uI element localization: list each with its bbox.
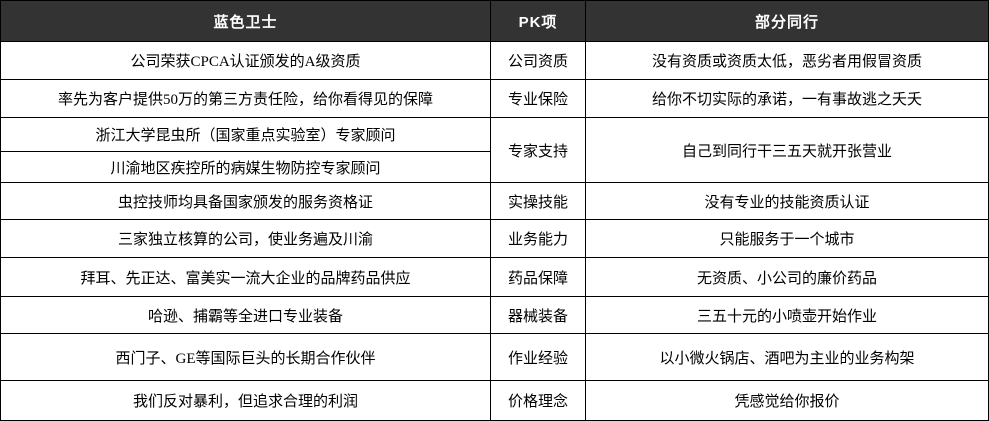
competitor-cell: 只能服务于一个城市 [585,219,989,258]
pk-cell: 实操技能 [490,182,586,220]
competitor-cell: 没有专业的技能资质认证 [585,182,989,220]
pk-cell: 价格理念 [490,380,586,421]
competitor-cell: 无资质、小公司的廉价药品 [585,257,989,297]
pk-cell: 专家支持 [490,117,586,183]
pk-cell: 器械装备 [490,296,586,334]
advantage-cell: 率先为客户提供50万的第三方责任险，给你看得见的保障 [0,79,491,118]
advantage-cell: 三家独立核算的公司，使业务遍及川渝 [0,219,491,258]
competitor-cell: 没有资质或资质太低，恶劣者用假冒资质 [585,41,989,80]
header-competitor: 部分同行 [585,0,989,42]
table-row: 浙江大学昆虫所（国家重点实验室）专家顾问 专家支持 自己到同行干三五天就开张营业 [0,117,989,183]
pk-cell: 药品保障 [490,257,586,297]
table-row: 三家独立核算的公司，使业务遍及川渝 业务能力 只能服务于一个城市 [0,219,989,258]
advantage-cell: 浙江大学昆虫所（国家重点实验室）专家顾问 [0,117,491,152]
table-row: 拜耳、先正达、富美实一流大企业的品牌药品供应 药品保障 无资质、小公司的廉价药品 [0,257,989,297]
header-company: 蓝色卫士 [0,0,491,42]
advantage-cell: 虫控技师均具备国家颁发的服务资格证 [0,182,491,220]
table-row: 哈逊、捕霸等全进口专业装备 器械装备 三五十元的小喷壶开始作业 [0,296,989,334]
table-row: 率先为客户提供50万的第三方责任险，给你看得见的保障 专业保险 给你不切实际的承… [0,79,989,118]
pk-cell: 作业经验 [490,333,586,381]
pk-cell: 专业保险 [490,79,586,118]
competitor-cell: 三五十元的小喷壶开始作业 [585,296,989,334]
header-row: 蓝色卫士 PK项 部分同行 [0,0,989,42]
competitor-cell: 给你不切实际的承诺，一有事故逃之夭夭 [585,79,989,118]
pk-cell: 业务能力 [490,219,586,258]
table-row: 我们反对暴利，但追求合理的利润 价格理念 凭感觉给你报价 [0,380,989,421]
advantage-cell: 哈逊、捕霸等全进口专业装备 [0,296,491,334]
table-row: 虫控技师均具备国家颁发的服务资格证 实操技能 没有专业的技能资质认证 [0,182,989,220]
advantage-cell: 西门子、GE等国际巨头的长期合作伙伴 [0,333,491,381]
advantage-cell: 拜耳、先正达、富美实一流大企业的品牌药品供应 [0,257,491,297]
pk-cell: 公司资质 [490,41,586,80]
header-pk-item: PK项 [490,0,586,42]
competitor-cell: 以小微火锅店、酒吧为主业的业务构架 [585,333,989,381]
competitor-cell: 凭感觉给你报价 [585,380,989,421]
table-row: 公司荣获CPCA认证颁发的A级资质 公司资质 没有资质或资质太低，恶劣者用假冒资… [0,41,989,80]
advantage-cell: 我们反对暴利，但追求合理的利润 [0,380,491,421]
advantage-cell: 川渝地区疾控所的病媒生物防控专家顾问 [0,151,491,183]
competitor-cell: 自己到同行干三五天就开张营业 [585,117,989,183]
table-row: 西门子、GE等国际巨头的长期合作伙伴 作业经验 以小微火锅店、酒吧为主业的业务构… [0,333,989,381]
table-row: 川渝地区疾控所的病媒生物防控专家顾问 [0,151,989,183]
advantage-cell: 公司荣获CPCA认证颁发的A级资质 [0,41,491,80]
